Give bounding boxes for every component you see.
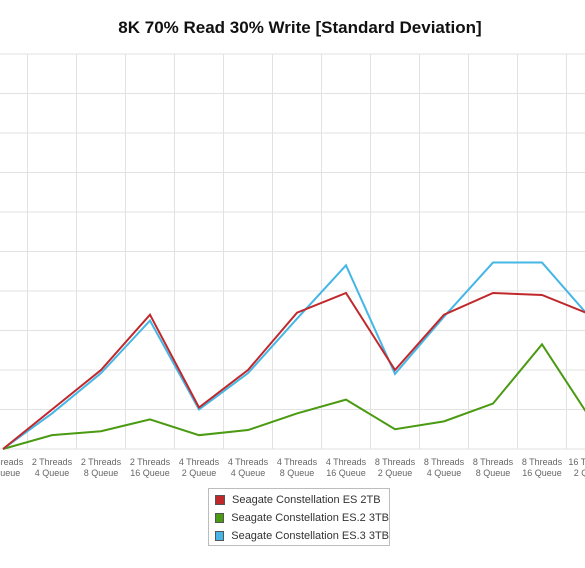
x-tick-label: 2 Queue [182,468,217,478]
x-tick-label: 4 Threads [179,457,220,467]
x-tick-label: 8 Threads [424,457,465,467]
grid-lines [0,53,585,450]
x-tick-label: 4 Threads [326,457,367,467]
x-tick-label: 2 Threads [81,457,122,467]
x-tick-label: 4 Queue [427,468,462,478]
x-tick-label: 2 Queue [574,468,585,478]
x-tick-label: 16 Threads [568,457,585,467]
x-tick-label: 4 Queue [35,468,70,478]
x-tick-label: 4 Threads [228,457,269,467]
x-tick-label: 2 Threads [130,457,171,467]
series-line [2,342,585,450]
legend-label-es-2tb: Seagate Constellation ES 2TB [232,494,381,506]
x-tick-label: 2 Queue [378,468,413,478]
legend-swatch-es3-3tb [215,531,225,541]
x-tick-label: 8 Queue [280,468,315,478]
x-tick-label: 4 Threads [277,457,318,467]
series-lines [2,261,585,450]
series-line [2,261,585,450]
x-tick-label: 8 Threads [522,457,563,467]
legend-label-es2-3tb: Seagate Constellation ES.2 3TB [231,512,389,524]
x-tick-label: 8 Threads [375,457,416,467]
legend-swatch-es2-3tb [215,513,225,523]
x-tick-label: 16 Queue [130,468,170,478]
x-tick-label: 2 Threads [0,457,24,467]
x-tick-label: 8 Queue [84,468,119,478]
x-tick-label: 8 Queue [476,468,511,478]
x-tick-label: 4 Queue [231,468,266,478]
x-tick-label: 2 Queue [0,468,20,478]
series-line [2,291,585,450]
chart-title: 8K 70% Read 30% Write [Standard Deviatio… [118,18,482,37]
legend: Seagate Constellation ES 2TB Seagate Con… [208,488,390,546]
legend-item: Seagate Constellation ES.2 3TB [215,509,389,527]
x-tick-label: 2 Threads [32,457,73,467]
legend-item: Seagate Constellation ES 2TB [215,491,389,509]
legend-label-es3-3tb: Seagate Constellation ES.3 3TB [231,530,389,542]
legend-swatch-es-2tb [215,495,225,505]
legend-item: Seagate Constellation ES.3 3TB [215,527,389,545]
x-tick-label: 16 Queue [522,468,562,478]
x-tick-label: 8 Threads [473,457,514,467]
x-tick-label: 16 Queue [326,468,366,478]
